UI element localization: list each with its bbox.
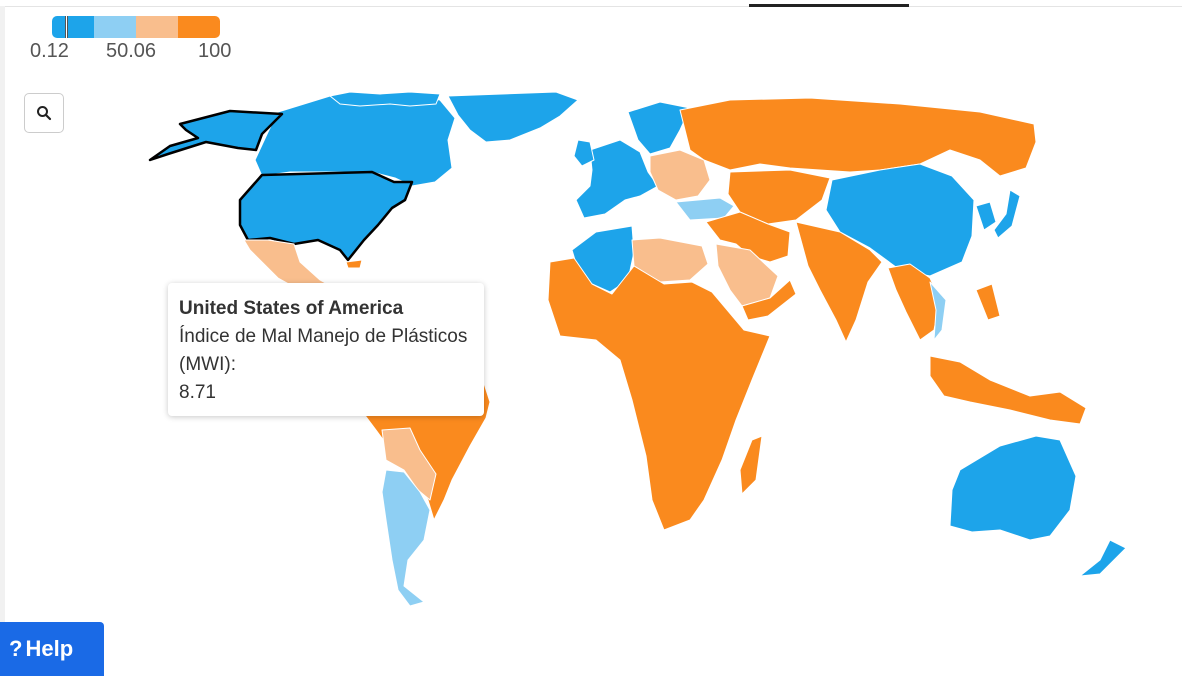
- region-arctic-islands[interactable]: [329, 91, 441, 107]
- legend-seg-low-mid: [94, 16, 136, 38]
- left-edge: [0, 6, 5, 676]
- legend-seg-low: [52, 16, 94, 38]
- help-button[interactable]: ? Help: [0, 622, 104, 676]
- legend-color-scale: [52, 16, 220, 38]
- region-middle-east[interactable]: [705, 211, 791, 263]
- region-japan[interactable]: [993, 189, 1021, 239]
- color-legend: 0.12 50.06 100: [30, 16, 250, 64]
- region-central-asia[interactable]: [727, 169, 831, 225]
- search-icon: [37, 106, 52, 121]
- region-new-zealand[interactable]: [1079, 539, 1127, 577]
- region-yemen-oman[interactable]: [741, 279, 797, 321]
- region-korea[interactable]: [975, 201, 997, 231]
- region-eastern-europe[interactable]: [649, 149, 711, 201]
- country-tooltip: United States of America Índice de Mal M…: [168, 283, 484, 416]
- zoom-search-button[interactable]: [24, 93, 64, 133]
- region-uk[interactable]: [573, 139, 595, 167]
- legend-tick-max: 100: [198, 40, 232, 62]
- legend-seg-high-mid: [136, 16, 178, 38]
- region-indonesia[interactable]: [929, 355, 1087, 425]
- legend-value-marker: [65, 16, 68, 38]
- region-philippines[interactable]: [975, 283, 1001, 321]
- question-icon: ?: [9, 636, 23, 661]
- tooltip-metric-label: Índice de Mal Manejo de Plásticos (MWI):: [179, 326, 468, 375]
- legend-seg-high: [178, 16, 220, 38]
- region-south-asia[interactable]: [795, 221, 883, 343]
- top-divider: [0, 6, 1182, 7]
- region-argentina-chile[interactable]: [381, 469, 431, 607]
- help-label: Help: [25, 636, 74, 661]
- legend-tick-min: 0.12: [30, 40, 69, 62]
- region-alaska[interactable]: [148, 109, 284, 162]
- tooltip-value: 8.71: [179, 382, 216, 403]
- region-scandinavia[interactable]: [627, 101, 691, 155]
- region-russia[interactable]: [679, 97, 1037, 177]
- region-madagascar[interactable]: [739, 435, 763, 495]
- legend-ticks: 0.12 50.06 100: [30, 40, 250, 64]
- active-tab-indicator: [749, 4, 909, 7]
- region-usa[interactable]: [238, 170, 414, 262]
- region-greenland[interactable]: [447, 91, 579, 143]
- region-vietnam[interactable]: [929, 281, 947, 341]
- tooltip-country-name: United States of America: [179, 298, 404, 319]
- region-europe-west[interactable]: [575, 139, 659, 219]
- legend-tick-mid: 50.06: [106, 40, 157, 62]
- region-bolivia-paraguay[interactable]: [381, 427, 437, 501]
- region-australia[interactable]: [949, 435, 1077, 541]
- region-caribbean[interactable]: [345, 259, 363, 269]
- region-africa[interactable]: [547, 257, 771, 531]
- region-se-asia[interactable]: [887, 263, 941, 341]
- region-turkey[interactable]: [675, 197, 735, 221]
